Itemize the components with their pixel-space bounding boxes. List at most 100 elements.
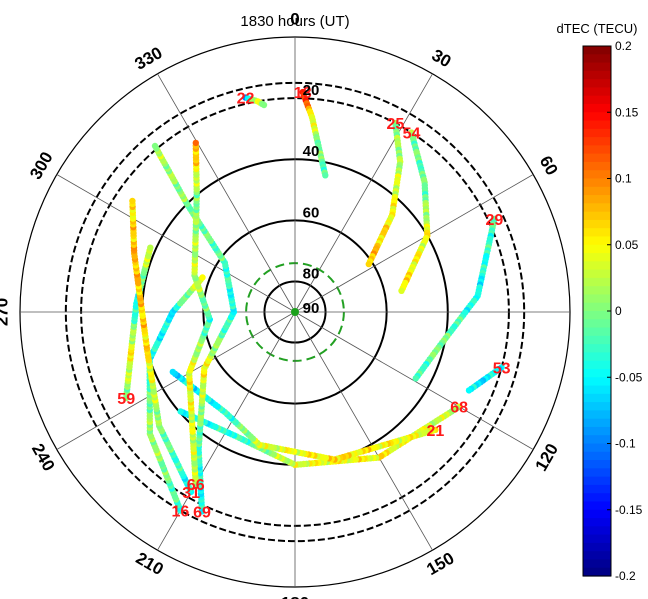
colorbar-segment <box>583 559 611 569</box>
colorbar-tick-label: 0.05 <box>615 238 639 252</box>
colorbar-segment <box>583 426 611 436</box>
colorbar-segment <box>583 178 611 188</box>
colorbar-segment <box>583 137 611 146</box>
colorbar-segment <box>583 360 611 370</box>
satellite-track <box>151 142 238 515</box>
satellite-track <box>129 197 195 496</box>
colorbar-segment <box>583 377 611 387</box>
colorbar-tick-label: -0.05 <box>615 370 643 384</box>
colorbar-tick-label: -0.2 <box>615 569 636 583</box>
colorbar-segment <box>583 103 611 113</box>
dtec-point <box>412 375 419 382</box>
satellite-track <box>398 129 431 294</box>
colorbar-segment <box>583 261 611 271</box>
colorbar-segment <box>583 153 611 163</box>
azimuth-label: 270 <box>0 298 12 326</box>
satellite-track <box>299 88 329 179</box>
colorbar-segment <box>583 195 611 204</box>
colorbar-segment <box>583 518 611 527</box>
colorbar-segment <box>583 120 611 130</box>
colorbar-segment <box>583 542 611 552</box>
elevation-labels: 20 40 60 80 90 <box>303 82 320 317</box>
colorbar-tick-label: 0.15 <box>615 105 639 119</box>
azimuth-spoke <box>56 174 296 313</box>
colorbar-segment <box>583 46 611 55</box>
colorbar-segment <box>583 70 611 80</box>
dtec-point <box>177 408 184 415</box>
azimuth-spoke <box>56 311 296 450</box>
azimuth-spoke <box>294 311 433 551</box>
colorbar-segment <box>583 79 611 89</box>
prn-label: 66 <box>187 477 205 494</box>
azimuth-label: 180 <box>281 593 309 599</box>
colorbar-tick-label: 0.2 <box>615 39 632 53</box>
elevation-label: 20 <box>303 82 320 99</box>
prn-label: 29 <box>486 212 504 229</box>
colorbar: dTEC (TECU) 0.2 0.15 0.1 0.05 0 -0.05 -0.1 -0.1… <box>557 21 643 583</box>
colorbar-segment <box>583 236 611 246</box>
prn-label: 68 <box>450 400 468 417</box>
satellite-track <box>365 119 404 268</box>
colorbar-segment <box>583 170 611 180</box>
colorbar-segment <box>583 493 611 503</box>
dtec-point <box>169 368 176 376</box>
colorbar-tick-label: 0 <box>615 304 622 318</box>
prn-label: 18 <box>294 85 312 102</box>
dtec-point <box>199 274 206 281</box>
colorbar-segment <box>583 87 611 97</box>
colorbar-segment <box>583 443 611 453</box>
elevation-label: 60 <box>303 204 320 221</box>
satellite-tracks <box>123 88 505 515</box>
dtec-point <box>365 260 372 268</box>
elevation-label: 90 <box>303 300 320 317</box>
colorbar-tick-label: -0.1 <box>615 437 636 451</box>
colorbar-segment <box>583 294 611 304</box>
colorbar-segment <box>583 551 611 561</box>
azimuth-label: 0 <box>290 10 299 29</box>
colorbar-segment <box>583 509 611 519</box>
colorbar-segment <box>583 302 611 312</box>
colorbar-segment <box>583 145 611 155</box>
colorbar-segment <box>583 468 611 478</box>
dtec-point <box>147 244 154 251</box>
satellite-track <box>412 215 498 382</box>
colorbar-segment <box>583 335 611 345</box>
zenith-marker <box>291 308 299 316</box>
dtec-point <box>465 387 473 394</box>
colorbar-segment <box>583 253 611 262</box>
colorbar-segment <box>583 451 611 461</box>
colorbar-segment <box>583 476 611 486</box>
colorbar-segment <box>583 410 611 420</box>
colorbar-segment <box>583 344 611 354</box>
azimuth-label: 30 <box>428 45 454 71</box>
colorbar-segment <box>583 435 611 445</box>
azimuth-label: 60 <box>536 153 562 179</box>
colorbar-segment <box>583 186 611 196</box>
colorbar-segment <box>583 526 611 536</box>
colorbar-segment <box>583 95 611 105</box>
colorbar-segment <box>583 54 611 64</box>
prn-label: 16 <box>172 504 190 521</box>
colorbar-segment <box>583 244 611 254</box>
colorbar-segment <box>583 484 611 494</box>
colorbar-tick-label: 0.1 <box>615 172 632 186</box>
colorbar-segment <box>583 311 611 320</box>
colorbar-segment <box>583 277 611 287</box>
chart-title: 1830 hours (UT) <box>240 13 349 30</box>
dtec-point <box>398 287 405 294</box>
azimuth-label: 300 <box>26 149 57 183</box>
colorbar-segment <box>583 534 611 544</box>
satellite-track <box>465 364 505 394</box>
satellite-track <box>242 94 268 109</box>
colorbar-segment <box>583 219 611 229</box>
colorbar-segment <box>583 228 611 238</box>
colorbar-segment <box>583 385 611 395</box>
dtec-point <box>151 142 159 150</box>
colorbar-segment <box>583 211 611 221</box>
colorbar-segment <box>583 368 611 378</box>
prn-label: 21 <box>427 423 445 440</box>
colorbar-segment <box>583 269 611 279</box>
colorbar-segment <box>583 112 611 122</box>
